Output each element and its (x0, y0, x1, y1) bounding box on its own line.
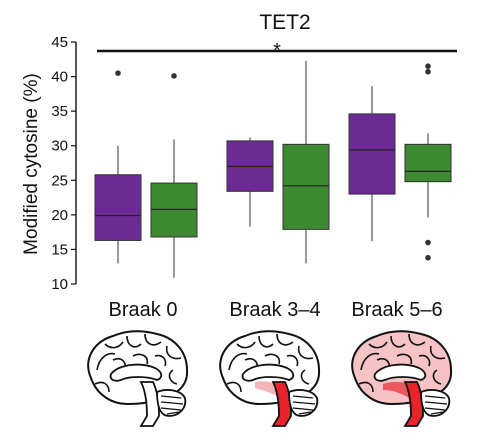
box (282, 60, 330, 264)
box-body (348, 113, 396, 195)
brain-braak-5-6-icon (351, 330, 453, 427)
box (348, 86, 396, 242)
outlier-point (425, 239, 431, 246)
outlier-point (171, 73, 177, 79)
y-tick-label: 15 (51, 241, 68, 258)
category-label: Braak 5–6 (351, 299, 442, 321)
outlier-point (425, 63, 431, 69)
y-tick-label: 20 (51, 207, 68, 224)
brain-braak-3-4-icon (219, 330, 321, 427)
y-tick-label: 35 (51, 103, 68, 120)
outlier-point (425, 68, 431, 75)
y-tick-label: 10 (51, 276, 68, 293)
outlier-point (425, 254, 431, 261)
y-tick-label: 30 (51, 138, 68, 155)
box (226, 137, 274, 227)
box-body (404, 143, 452, 183)
box (150, 73, 198, 278)
y-axis-label: Modified cytosine (%) (21, 73, 42, 255)
category-labels: Braak 0 Braak 3–4 Braak 5–6 (109, 299, 443, 321)
y-tick-label: 40 (51, 69, 68, 86)
category-label: Braak 3–4 (229, 299, 320, 321)
y-tick-label: 25 (51, 172, 68, 189)
box (404, 63, 452, 261)
outlier-point (115, 70, 121, 76)
significance-label: * (273, 40, 281, 62)
chart-title: TET2 (259, 11, 310, 34)
y-tick-label: 45 (51, 34, 68, 51)
category-label: Braak 0 (109, 299, 178, 321)
significance-bracket: * (97, 40, 457, 62)
brain-braak-0-icon (87, 330, 189, 427)
box-body (282, 143, 330, 230)
box-body (94, 174, 142, 241)
box-plots (94, 60, 452, 278)
box-body (150, 182, 198, 238)
box (94, 70, 142, 264)
axes: 10 15 20 25 30 35 40 45 (51, 34, 77, 293)
